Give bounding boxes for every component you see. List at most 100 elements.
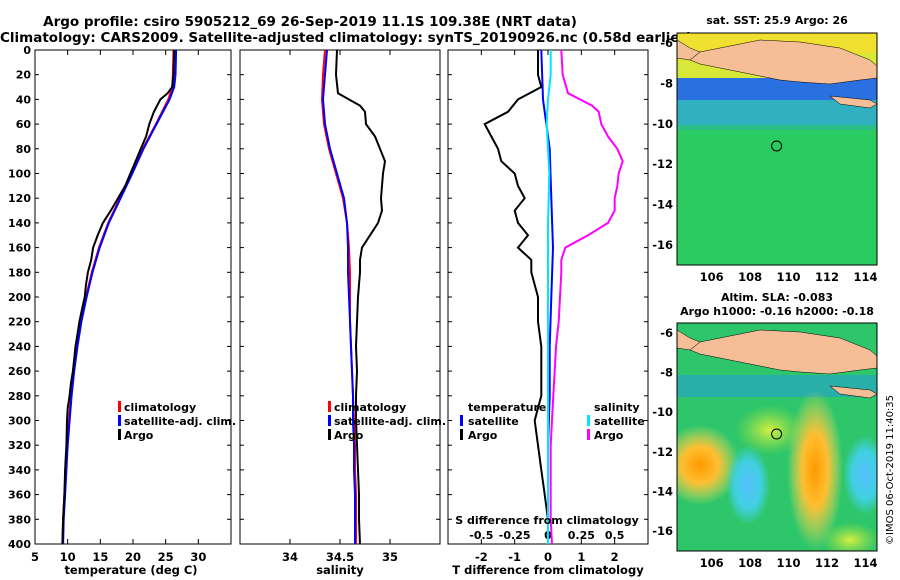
depth-tick-label: 80 xyxy=(16,143,32,156)
s-difference-tick-label: -0.25 xyxy=(499,529,531,542)
depth-tick-label: 40 xyxy=(16,93,32,106)
imos-credit: ©IMOS 06-Oct-2019 11:40:35 xyxy=(885,395,896,545)
difference-legend: temperature satellite Argo salinity sate… xyxy=(460,401,645,442)
sla-map-lon-label: 110 xyxy=(777,556,801,570)
s-difference-tick-label: 0.25 xyxy=(568,529,595,542)
sst-map-lat-label: -12 xyxy=(652,157,673,171)
depth-tick-label: 240 xyxy=(8,340,31,353)
legend-swatch-climatology xyxy=(328,401,331,412)
legend-swatch-argo xyxy=(328,429,331,440)
salinity-legend: climatology satellite-adj. clim. Argo xyxy=(328,401,446,442)
sla-map-lon-label: 106 xyxy=(700,556,724,570)
sla-map-lon-label: 112 xyxy=(815,556,839,570)
legend-swatch-salinity-satellite xyxy=(587,415,590,426)
legend-label-satellite: satellite-adj. clim. xyxy=(124,415,236,428)
sst-argo-location-marker xyxy=(771,140,783,152)
sst-map-lat-label: -16 xyxy=(652,238,673,252)
data-lines-group xyxy=(61,50,624,544)
temperature-series-satellite-adj-clim- xyxy=(62,50,178,544)
depth-tick-label: 20 xyxy=(16,69,32,82)
sst-map-lon-label: 108 xyxy=(738,270,762,284)
difference-series-temperature-argo xyxy=(483,50,549,544)
depth-tick-label: 180 xyxy=(8,266,31,279)
sst-map-frame xyxy=(676,32,878,266)
axes-group: 0204060801001201401601802002202402602803… xyxy=(8,36,877,570)
legend-label-salinity-argo: Argo xyxy=(594,429,624,442)
depth-tick-label: 380 xyxy=(8,513,31,526)
sla-map-lat-label: -14 xyxy=(652,485,673,499)
salinity-series-satellite-adj-clim- xyxy=(321,50,356,544)
depth-tick-label: 0 xyxy=(23,44,31,57)
legend-swatch-satellite xyxy=(118,415,121,426)
depth-tick-label: 60 xyxy=(16,118,32,131)
sla-map-lat-label: -12 xyxy=(652,445,673,459)
depth-tick-label: 340 xyxy=(8,464,31,477)
salinity-x-tick-label: 35 xyxy=(382,550,398,564)
sst-map-lon-label: 110 xyxy=(777,270,801,284)
depth-tick-label: 120 xyxy=(8,192,31,205)
depth-tick-label: 200 xyxy=(8,291,31,304)
difference-x-tick-label: 1 xyxy=(577,550,585,564)
legend-temperature-title: temperature xyxy=(468,401,546,414)
sla-map-title-line1: Altim. SLA: -0.083 xyxy=(721,291,833,304)
legend-label-climatology: climatology xyxy=(334,401,406,414)
sst-map-lat-label: -8 xyxy=(660,76,673,90)
temperature-x-tick-label: 15 xyxy=(92,550,108,564)
salinity-series-argo xyxy=(334,50,387,544)
sst-map-lon-label: 114 xyxy=(853,270,877,284)
chart-title-line2: Climatology: CARS2009. Satellite-adjuste… xyxy=(0,30,693,46)
sst-map-lon-label: 112 xyxy=(815,270,839,284)
sla-map xyxy=(677,323,877,551)
temperature-x-tick-label: 30 xyxy=(190,550,206,564)
s-difference-axis-label: S difference from climatology xyxy=(455,514,639,527)
sla-map-lat-label: -16 xyxy=(652,524,673,538)
depth-tick-label: 220 xyxy=(8,316,31,329)
sst-map-title: sat. SST: 25.9 Argo: 26 xyxy=(706,14,848,27)
depth-tick-label: 100 xyxy=(8,168,31,181)
sla-map-lat-label: -10 xyxy=(652,405,673,419)
legend-label-temperature-satellite: satellite xyxy=(468,415,519,428)
sla-map-lon-label: 108 xyxy=(738,556,762,570)
s-difference-tick-label: -0.5 xyxy=(469,529,493,542)
depth-tick-label: 300 xyxy=(8,415,31,428)
depth-tick-label: 160 xyxy=(8,242,31,255)
legend-label-climatology: climatology xyxy=(124,401,196,414)
difference-series-salinity-argo xyxy=(549,50,624,544)
difference-x-tick-label: -2 xyxy=(475,550,488,564)
legend-label-temperature-argo: Argo xyxy=(468,429,498,442)
depth-tick-label: 320 xyxy=(8,439,31,452)
legend-swatch-salinity-argo xyxy=(587,429,590,440)
sla-map-title-line2: Argo h1000: -0.16 h2000: -0.18 xyxy=(680,305,874,318)
legend-label-satellite: satellite-adj. clim. xyxy=(334,415,446,428)
salinity-x-tick-label: 34.5 xyxy=(326,550,354,564)
legend-label-argo: Argo xyxy=(334,429,364,442)
temperature-x-tick-label: 10 xyxy=(60,550,76,564)
legend-swatch-temperature-satellite xyxy=(460,415,463,426)
legend-swatch-temperature-argo xyxy=(460,429,463,440)
legend-swatch-satellite xyxy=(328,415,331,426)
legend-salinity-title: salinity xyxy=(594,401,640,414)
temperature-x-tick-label: 20 xyxy=(125,550,141,564)
sla-map-lat-label: -8 xyxy=(660,366,673,380)
legend-label-argo: Argo xyxy=(124,429,154,442)
difference-series-salinity-satellite xyxy=(545,50,552,544)
temperature-series-argo xyxy=(61,50,176,544)
sst-map-lat-label: -10 xyxy=(652,117,673,131)
sla-map-lon-label: 114 xyxy=(853,556,877,570)
sla-map-lat-label: -6 xyxy=(660,326,673,340)
difference-x-tick-label: 0 xyxy=(544,550,552,564)
salinity-axis-label: salinity xyxy=(316,563,364,577)
sst-map-lat-label: -14 xyxy=(652,197,673,211)
depth-tick-label: 260 xyxy=(8,365,31,378)
salinity-x-tick-label: 34 xyxy=(282,550,298,564)
depth-tick-label: 140 xyxy=(8,217,31,230)
sst-map xyxy=(677,33,877,265)
difference-x-tick-label: -1 xyxy=(508,550,521,564)
salinity-plot-frame xyxy=(239,49,441,545)
legend-swatch-climatology xyxy=(118,401,121,412)
sst-map-lat-label: -6 xyxy=(660,36,673,50)
s-difference-tick-label: 0.5 xyxy=(605,529,625,542)
temperature-legend: climatology satellite-adj. clim. Argo xyxy=(118,401,236,442)
legend-label-salinity-satellite: satellite xyxy=(594,415,645,428)
